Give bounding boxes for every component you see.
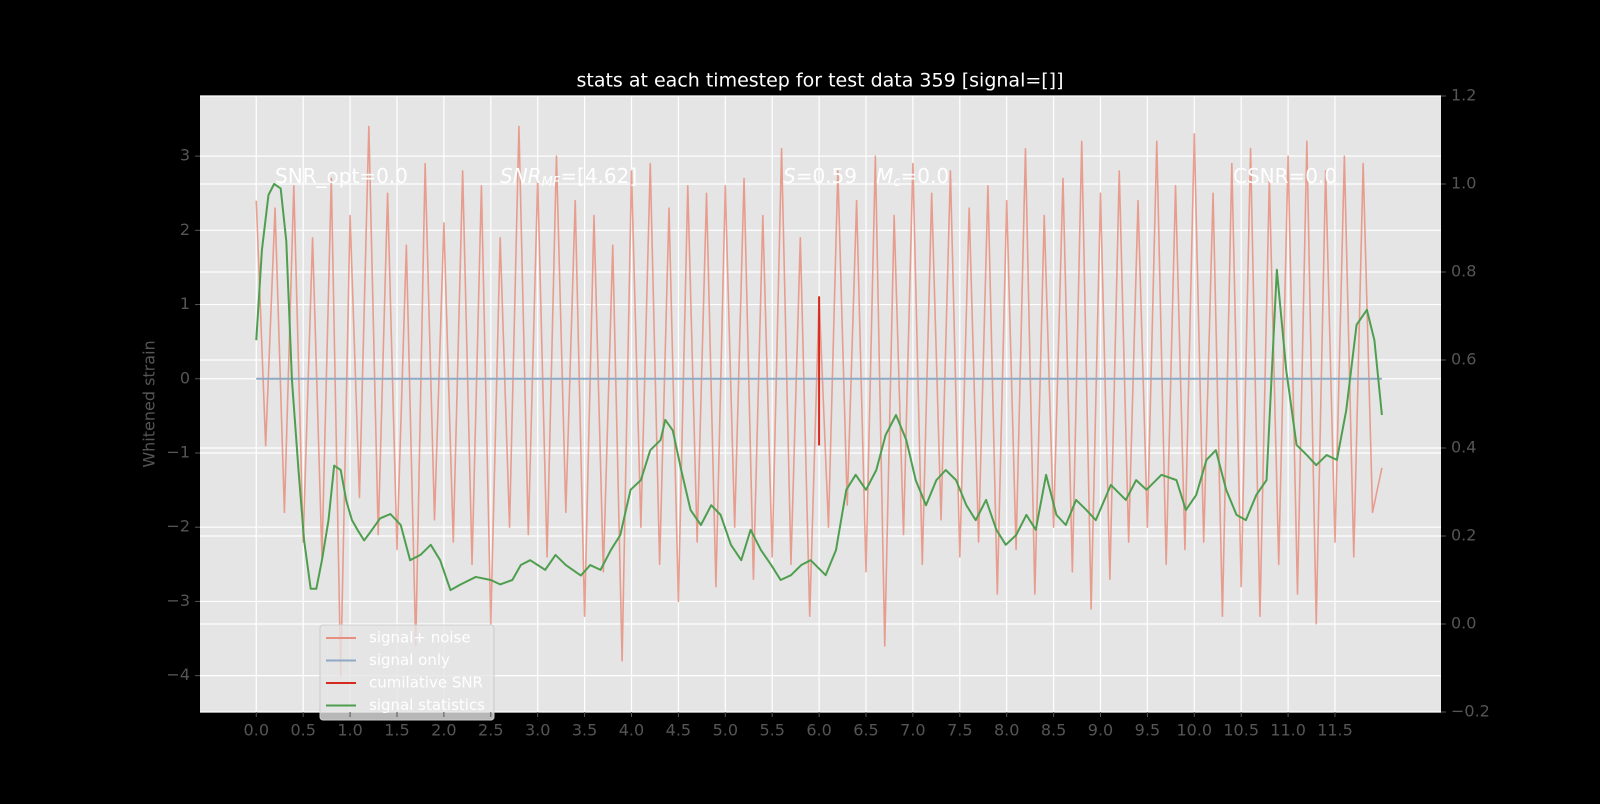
x-tick-label: 4.0 bbox=[619, 721, 644, 740]
y2-tick-label: 0.6 bbox=[1451, 350, 1476, 369]
y-axis-label: Whitened strain bbox=[140, 340, 159, 467]
x-tick-label: 1.0 bbox=[337, 721, 362, 740]
annotation-part: SNR bbox=[500, 164, 542, 188]
y-tick-label: −2 bbox=[166, 517, 190, 536]
annotation-part: M bbox=[876, 164, 893, 188]
x-tick-label: 11.5 bbox=[1317, 721, 1353, 740]
x-tick-label: 4.5 bbox=[666, 721, 691, 740]
annotation: CSNR=0.0 bbox=[1233, 164, 1337, 188]
annotation-part: =[4.62] bbox=[560, 164, 637, 188]
x-tick-label: 7.5 bbox=[947, 721, 972, 740]
x-tick-label: 3.5 bbox=[572, 721, 597, 740]
x-tick-label: 8.0 bbox=[994, 721, 1019, 740]
x-tick-label: 2.0 bbox=[431, 721, 456, 740]
y2-tick-label: 1.0 bbox=[1451, 174, 1476, 193]
y2-tick-label: 0.8 bbox=[1451, 262, 1476, 281]
x-tick-label: 3.0 bbox=[525, 721, 550, 740]
x-tick-label: 1.5 bbox=[384, 721, 409, 740]
annotation-part: CSNR=0.0 bbox=[1233, 164, 1337, 188]
annotation-part: MF bbox=[542, 175, 561, 190]
y2-tick-label: 1.2 bbox=[1451, 86, 1476, 105]
y-tick-label: 1 bbox=[180, 294, 190, 313]
legend-label: signal statistics bbox=[369, 696, 485, 714]
x-tick-label: 0.0 bbox=[244, 721, 269, 740]
x-tick-label: 11.0 bbox=[1270, 721, 1306, 740]
y-tick-label: 0 bbox=[180, 368, 190, 387]
x-tick-label: 9.0 bbox=[1088, 721, 1113, 740]
plot-area bbox=[200, 96, 1441, 712]
legend-label: cumilative SNR bbox=[369, 674, 483, 692]
x-tick-label: 2.5 bbox=[478, 721, 503, 740]
x-tick-label: 6.0 bbox=[806, 721, 831, 740]
y-tick-label: −3 bbox=[166, 591, 190, 610]
y-tick-label: −1 bbox=[166, 442, 190, 461]
annotation: S=0.59 Mc=0.0 bbox=[783, 164, 949, 190]
x-tick-label: 8.5 bbox=[1041, 721, 1066, 740]
y2-tick-label: −0.2 bbox=[1451, 702, 1490, 721]
annotation-part: =0.0 bbox=[901, 164, 950, 188]
y-tick-label: −4 bbox=[166, 665, 190, 684]
x-tick-label: 10.5 bbox=[1223, 721, 1259, 740]
y2-tick-label: 0.2 bbox=[1451, 526, 1476, 545]
annotation: SNRMF=[4.62] bbox=[500, 164, 637, 190]
legend-label: signal only bbox=[369, 651, 450, 669]
annotation-part: SNR_opt=0.0 bbox=[275, 164, 408, 188]
x-tick-label: 5.5 bbox=[759, 721, 784, 740]
x-tick-label: 5.0 bbox=[713, 721, 738, 740]
annotation: SNR_opt=0.0 bbox=[275, 164, 408, 188]
x-tick-label: 9.5 bbox=[1135, 721, 1160, 740]
y-tick-label: 3 bbox=[180, 146, 190, 165]
annotation-part: S bbox=[783, 164, 796, 188]
x-tick-label: 10.0 bbox=[1176, 721, 1212, 740]
x-tick-label: 0.5 bbox=[290, 721, 315, 740]
x-tick-label: 6.5 bbox=[853, 721, 878, 740]
y2-tick-label: 0.0 bbox=[1451, 614, 1476, 633]
legend-box bbox=[319, 624, 495, 721]
x-tick-label: 7.0 bbox=[900, 721, 925, 740]
annotation-part: c bbox=[893, 175, 900, 190]
legend-label: signal+ noise bbox=[369, 629, 471, 647]
series-line bbox=[255, 183, 1383, 592]
annotation-part: =0.59 bbox=[796, 164, 876, 188]
y2-tick-label: 0.4 bbox=[1451, 438, 1476, 457]
y-tick-label: 2 bbox=[180, 220, 190, 239]
chart-title: stats at each timestep for test data 359… bbox=[576, 70, 1063, 92]
